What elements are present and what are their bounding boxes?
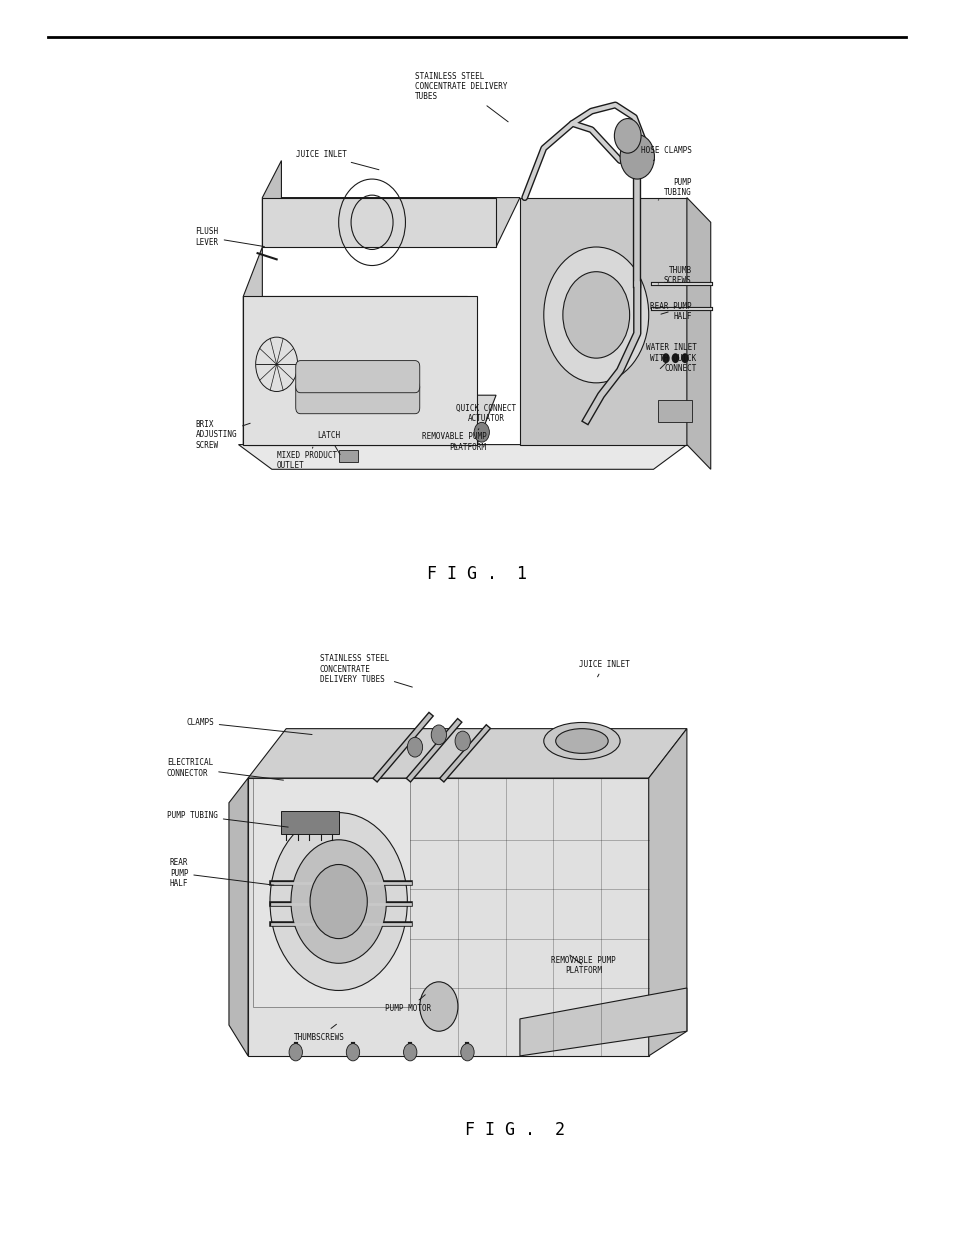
Polygon shape bbox=[243, 247, 262, 445]
Text: CLAMPS: CLAMPS bbox=[186, 718, 312, 735]
FancyBboxPatch shape bbox=[295, 382, 419, 414]
Polygon shape bbox=[238, 445, 686, 469]
Circle shape bbox=[310, 864, 367, 939]
Polygon shape bbox=[248, 296, 467, 445]
Circle shape bbox=[455, 731, 470, 751]
Polygon shape bbox=[243, 395, 496, 445]
Circle shape bbox=[671, 353, 679, 363]
Circle shape bbox=[562, 272, 629, 358]
Text: PUMP
TUBING: PUMP TUBING bbox=[658, 178, 691, 200]
Text: THUMBSCREWS: THUMBSCREWS bbox=[294, 1024, 344, 1042]
FancyBboxPatch shape bbox=[295, 361, 419, 393]
Circle shape bbox=[474, 422, 489, 442]
Circle shape bbox=[614, 119, 640, 153]
Text: HOSE CLAMPS: HOSE CLAMPS bbox=[640, 146, 691, 161]
Text: REAR PUMP
HALF: REAR PUMP HALF bbox=[649, 301, 691, 321]
Text: PUMP TUBING: PUMP TUBING bbox=[167, 810, 288, 827]
Circle shape bbox=[680, 353, 688, 363]
Text: WATER INLET
WITH QUICK
CONNECT: WATER INLET WITH QUICK CONNECT bbox=[645, 343, 696, 373]
Circle shape bbox=[661, 353, 669, 363]
Text: REMOVABLE PUMP
PLATFORM: REMOVABLE PUMP PLATFORM bbox=[551, 955, 616, 976]
Circle shape bbox=[403, 1044, 416, 1061]
Polygon shape bbox=[648, 729, 686, 1056]
Polygon shape bbox=[519, 988, 686, 1056]
Circle shape bbox=[460, 1044, 474, 1061]
Text: REMOVABLE PUMP
PLATFORM: REMOVABLE PUMP PLATFORM bbox=[421, 432, 486, 452]
Text: BRIX
ADJUSTING
SCREW: BRIX ADJUSTING SCREW bbox=[195, 420, 250, 450]
Circle shape bbox=[543, 247, 648, 383]
Polygon shape bbox=[262, 198, 496, 247]
Circle shape bbox=[407, 737, 422, 757]
Text: STAINLESS STEEL
CONCENTRATE DELIVERY
TUBES: STAINLESS STEEL CONCENTRATE DELIVERY TUB… bbox=[415, 72, 508, 122]
Text: F I G .  1: F I G . 1 bbox=[427, 566, 526, 583]
Polygon shape bbox=[243, 296, 476, 445]
Circle shape bbox=[291, 840, 386, 963]
Polygon shape bbox=[253, 778, 410, 1007]
Bar bbox=[281, 811, 338, 834]
Text: F I G .  2: F I G . 2 bbox=[465, 1121, 564, 1139]
Text: THUMB
SCREWS: THUMB SCREWS bbox=[658, 266, 691, 285]
Ellipse shape bbox=[555, 729, 608, 753]
Polygon shape bbox=[229, 778, 248, 1056]
Circle shape bbox=[270, 813, 407, 990]
Text: STAINLESS STEEL
CONCENTRATE
DELIVERY TUBES: STAINLESS STEEL CONCENTRATE DELIVERY TUB… bbox=[319, 655, 412, 687]
Polygon shape bbox=[262, 161, 281, 247]
Circle shape bbox=[346, 1044, 359, 1061]
Text: REAR
PUMP
HALF: REAR PUMP HALF bbox=[170, 858, 274, 888]
Polygon shape bbox=[519, 198, 686, 445]
Text: JUICE INLET: JUICE INLET bbox=[578, 659, 629, 677]
Ellipse shape bbox=[543, 722, 619, 760]
Text: JUICE INLET: JUICE INLET bbox=[295, 149, 378, 169]
Bar bbox=[658, 400, 691, 422]
Text: QUICK CONNECT
ACTUATOR: QUICK CONNECT ACTUATOR bbox=[456, 404, 517, 430]
Text: FLUSH
LEVER: FLUSH LEVER bbox=[195, 227, 264, 247]
Circle shape bbox=[289, 1044, 302, 1061]
Polygon shape bbox=[686, 198, 710, 469]
Bar bbox=[338, 450, 357, 462]
Text: ELECTRICAL
CONNECTOR: ELECTRICAL CONNECTOR bbox=[167, 758, 283, 781]
Polygon shape bbox=[262, 198, 519, 247]
Polygon shape bbox=[248, 778, 648, 1056]
Text: PUMP MOTOR: PUMP MOTOR bbox=[385, 994, 431, 1014]
Circle shape bbox=[431, 725, 446, 745]
Text: MIXED PRODUCT
OUTLET: MIXED PRODUCT OUTLET bbox=[276, 447, 336, 471]
Text: LATCH: LATCH bbox=[317, 431, 340, 454]
Circle shape bbox=[419, 982, 457, 1031]
Circle shape bbox=[619, 135, 654, 179]
Polygon shape bbox=[248, 729, 686, 778]
